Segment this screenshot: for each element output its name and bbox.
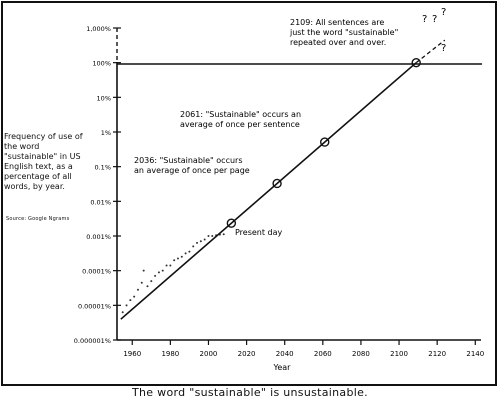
x-tick-label: 2080 [352, 350, 370, 358]
source-note: Source: Google Ngrams [6, 216, 70, 222]
annotation-2036-line2: an average of once per page [134, 166, 250, 175]
x-tick-label: 2020 [238, 350, 256, 358]
annotation-2109-line3: repeated over and over. [290, 38, 386, 47]
scatter-point [176, 257, 179, 260]
scatter-point [142, 269, 145, 272]
annotation-2036-line1: 2036: "Sustainable" occurs [134, 156, 243, 165]
scatter-point [125, 304, 128, 307]
x-tick-label: 2120 [428, 350, 446, 358]
y-axis-label: Frequency of use of the word "sustainabl… [4, 132, 83, 191]
question-mark-1: ? [422, 14, 427, 25]
y-tick-label: 10% [97, 94, 111, 102]
annotation-2061-line2: average of once per sentence [180, 120, 300, 129]
scatter-point [173, 259, 176, 262]
question-mark-3: ? [441, 7, 446, 18]
y-tick-label: 1,000% [86, 25, 111, 33]
x-tick-label: 1980 [161, 350, 179, 358]
x-tick-label: 2100 [390, 350, 408, 358]
scatter-point [140, 281, 143, 284]
milestone-marker [320, 137, 330, 147]
x-tick-label: 2140 [466, 350, 484, 358]
scatter-point [180, 255, 183, 258]
scatter-point [129, 299, 132, 302]
y-tick-label: 1% [101, 129, 111, 137]
x-tick-label: 2060 [314, 350, 332, 358]
question-mark-4: ? [441, 43, 446, 54]
scatter-point [184, 252, 187, 255]
y-tick-label: 0.001% [86, 233, 111, 241]
y-tick-label: 0.0001% [82, 268, 111, 276]
question-mark-2: ? [432, 14, 437, 25]
scatter-point [146, 285, 149, 288]
milestone-marker [226, 218, 237, 228]
milestone-marker [411, 57, 421, 68]
y-tick-label: 100% [92, 60, 111, 68]
y-tick-label: 0.01% [90, 198, 111, 206]
scatter-point [150, 280, 153, 283]
annotation-present-day: Present day [235, 228, 283, 237]
annotation-2061-line1: 2061: "Sustainable" occurs an [180, 110, 301, 119]
comic-caption: The word "sustainable" is unsustainable. [132, 386, 368, 399]
comic-panel [1, 1, 497, 386]
y-tick-label: 0.000001% [74, 337, 111, 345]
annotation-2109-line2: just the word "sustainable" [289, 28, 398, 37]
scatter-point [136, 288, 139, 291]
scatter-point [188, 250, 191, 253]
scatter-point [203, 238, 206, 241]
scatter-point [196, 241, 199, 244]
scatter-point [157, 271, 160, 274]
scatter-point [165, 264, 168, 267]
trend-line [120, 62, 417, 320]
milestone-marker [272, 178, 282, 189]
scatter-point [154, 274, 157, 277]
x-axis-label: Year [273, 363, 292, 372]
scatter-point [211, 235, 214, 237]
x-tick-label: 1960 [123, 350, 141, 358]
annotation-2109-line1: 2109: All sentences are [290, 18, 384, 27]
scatter-point [161, 269, 164, 272]
extrapolation-line [415, 39, 446, 64]
scatter-point [192, 245, 195, 248]
scatter-point [169, 264, 172, 267]
scatter-point [121, 311, 124, 314]
scatter-point [222, 233, 225, 236]
scatter-point [133, 295, 136, 298]
x-tick-label: 2040 [276, 350, 294, 358]
y-tick-label: 0.1% [94, 164, 111, 172]
y-tick-label: 0.00001% [78, 302, 111, 310]
x-tick-label: 2000 [200, 350, 218, 358]
scatter-point [207, 235, 210, 237]
scatter-point [199, 240, 202, 243]
